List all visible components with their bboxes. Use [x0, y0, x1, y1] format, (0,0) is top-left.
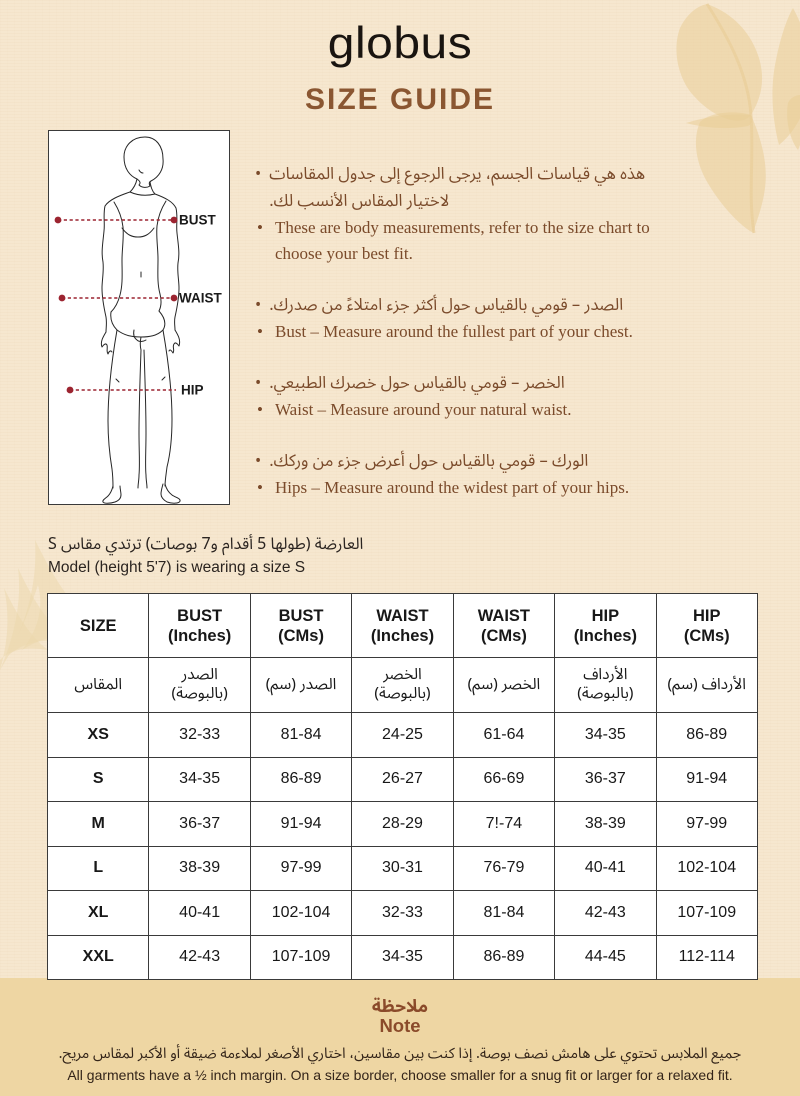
svg-text:BUST: BUST — [179, 213, 217, 228]
svg-text:HIP: HIP — [181, 383, 204, 398]
svg-text:WAIST: WAIST — [179, 291, 223, 306]
